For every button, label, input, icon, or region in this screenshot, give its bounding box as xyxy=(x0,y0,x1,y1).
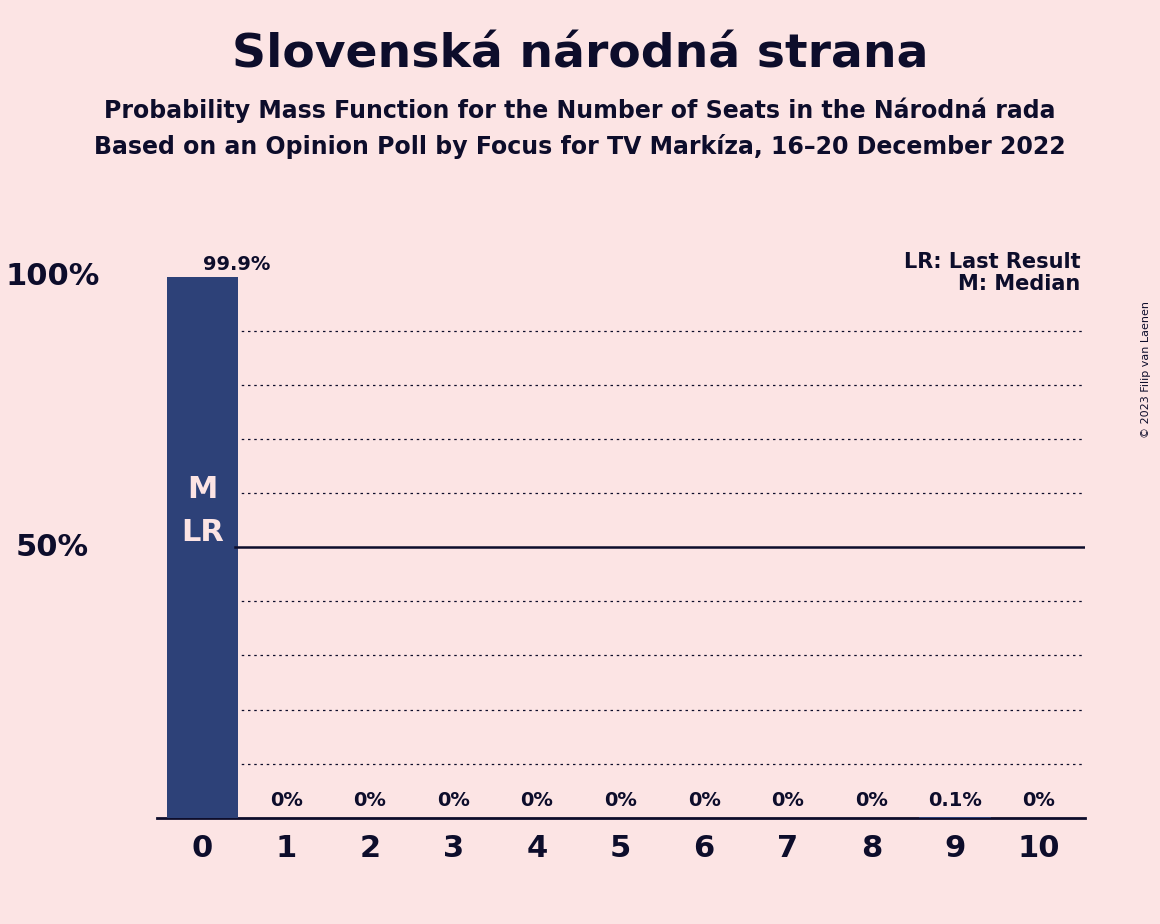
Text: 0%: 0% xyxy=(771,791,804,809)
Text: LR: LR xyxy=(181,518,224,547)
Text: 99.9%: 99.9% xyxy=(203,255,270,274)
Text: 0%: 0% xyxy=(437,791,470,809)
Text: Based on an Opinion Poll by Focus for TV Markíza, 16–20 December 2022: Based on an Opinion Poll by Focus for TV… xyxy=(94,134,1066,159)
Text: Probability Mass Function for the Number of Seats in the Národná rada: Probability Mass Function for the Number… xyxy=(104,97,1056,123)
Text: 0%: 0% xyxy=(354,791,386,809)
Text: 0%: 0% xyxy=(604,791,637,809)
Text: Slovenská národná strana: Slovenská národná strana xyxy=(232,32,928,78)
Text: 0%: 0% xyxy=(521,791,553,809)
Text: 0%: 0% xyxy=(855,791,887,809)
Text: 0%: 0% xyxy=(688,791,720,809)
Text: 50%: 50% xyxy=(15,532,89,562)
Bar xyxy=(167,277,238,818)
Text: 0%: 0% xyxy=(270,791,303,809)
Text: M: M xyxy=(188,475,218,504)
Text: LR: Last Result: LR: Last Result xyxy=(904,252,1080,273)
Text: 100%: 100% xyxy=(5,262,100,291)
Text: M: Median: M: Median xyxy=(958,274,1080,294)
Text: 0%: 0% xyxy=(1022,791,1056,809)
Text: © 2023 Filip van Laenen: © 2023 Filip van Laenen xyxy=(1140,301,1151,438)
Text: 0.1%: 0.1% xyxy=(928,791,983,809)
